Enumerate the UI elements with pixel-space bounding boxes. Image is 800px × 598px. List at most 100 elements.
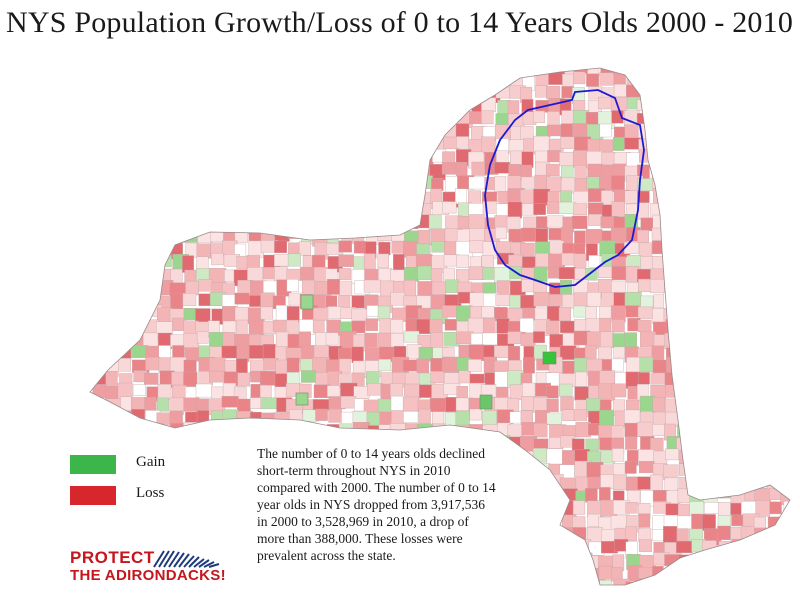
municipality-tile [636, 99, 651, 112]
municipality-tile [730, 567, 743, 584]
municipality-tile [770, 449, 788, 467]
municipality-tile [365, 73, 380, 90]
municipality-tile [730, 424, 743, 442]
municipality-tile [288, 227, 305, 239]
municipality-tile [314, 581, 331, 585]
municipality-tile [702, 190, 717, 206]
municipality-tile [107, 215, 125, 230]
municipality-tile [170, 293, 184, 310]
municipality-tile [586, 73, 600, 87]
municipality-tile [198, 279, 213, 292]
municipality-tile [678, 397, 695, 412]
municipality-tile [562, 578, 579, 585]
municipality-tile [534, 68, 548, 74]
municipality-tile [547, 540, 565, 558]
municipality-tile [782, 305, 790, 319]
municipality-tile [665, 279, 682, 295]
municipality-tile [638, 278, 653, 293]
municipality-tile [325, 188, 338, 205]
municipality-tile [91, 265, 103, 282]
municipality-tile [652, 86, 670, 103]
municipality-tile [599, 123, 612, 138]
municipality-tile [338, 423, 352, 436]
municipality-tile [456, 254, 470, 268]
municipality-tile [195, 383, 213, 398]
municipality-tile [366, 98, 379, 112]
municipality-tile [639, 149, 654, 163]
municipality-tile [90, 149, 91, 167]
municipality-tile [678, 410, 695, 427]
municipality-tile [757, 138, 775, 154]
municipality-tile [692, 256, 709, 269]
municipality-tile [690, 202, 708, 219]
municipality-tile [144, 87, 161, 104]
municipality-tile [182, 139, 196, 153]
municipality-tile [781, 203, 790, 217]
municipality-tile [689, 123, 706, 136]
municipality-tile [315, 213, 329, 230]
municipality-tile [767, 333, 783, 348]
municipality-tile [222, 74, 240, 87]
municipality-tile [133, 243, 147, 257]
municipality-tile [248, 73, 263, 88]
municipality-tile [207, 124, 225, 137]
municipality-tile [234, 227, 248, 243]
municipality-tile [393, 254, 405, 271]
municipality-tile [640, 217, 654, 232]
municipality-tile [704, 281, 717, 299]
municipality-tile [393, 215, 408, 234]
municipality-tile [520, 125, 534, 141]
municipality-tile [197, 165, 215, 178]
state-outline [89, 67, 791, 586]
municipality-tile [755, 125, 771, 140]
municipality-tile [224, 487, 237, 501]
municipality-tile [144, 528, 158, 543]
municipality-tile [144, 435, 162, 448]
municipality-tile [729, 451, 746, 466]
municipality-tile [92, 99, 107, 114]
municipality-tile [417, 577, 430, 585]
municipality-tile [380, 112, 397, 129]
municipality-tile [208, 178, 221, 192]
municipality-tile [354, 150, 370, 165]
municipality-tile [235, 97, 249, 111]
municipality-tile [559, 383, 573, 397]
municipality-tile [325, 124, 337, 140]
municipality-tile [705, 474, 718, 489]
municipality-tile [236, 577, 251, 585]
municipality-tile [455, 71, 469, 89]
municipality-tile [393, 98, 405, 113]
municipality-tile [573, 292, 588, 307]
municipality-tile [507, 201, 522, 219]
municipality-tile [783, 501, 790, 517]
municipality-tile [664, 110, 682, 126]
municipality-tile [353, 203, 366, 220]
municipality-tile [718, 450, 735, 468]
municipality-tile [313, 188, 326, 204]
municipality-tile [755, 450, 770, 462]
municipality-tile [458, 371, 471, 384]
municipality-tile [158, 201, 170, 216]
municipality-tile [665, 578, 683, 585]
municipality-tile [223, 476, 236, 488]
municipality-tile [769, 501, 782, 515]
municipality-tile [352, 565, 369, 577]
municipality-tile [338, 254, 354, 267]
municipality-tile [507, 448, 521, 463]
municipality-tile [341, 150, 358, 165]
municipality-tile [145, 112, 160, 127]
municipality-tile [611, 110, 624, 124]
municipality-tile [744, 422, 757, 437]
municipality-tile [286, 202, 302, 220]
municipality-tile [260, 306, 273, 320]
municipality-tile [666, 255, 679, 268]
municipality-tile [90, 68, 96, 77]
municipality-tile [742, 396, 758, 409]
municipality-tile [208, 84, 224, 100]
municipality-tile [157, 149, 170, 164]
municipality-tile [509, 411, 522, 424]
municipality-tile [365, 126, 381, 143]
municipality-tile [91, 529, 107, 545]
municipality-tile [132, 292, 150, 308]
municipality-tile [545, 163, 560, 176]
